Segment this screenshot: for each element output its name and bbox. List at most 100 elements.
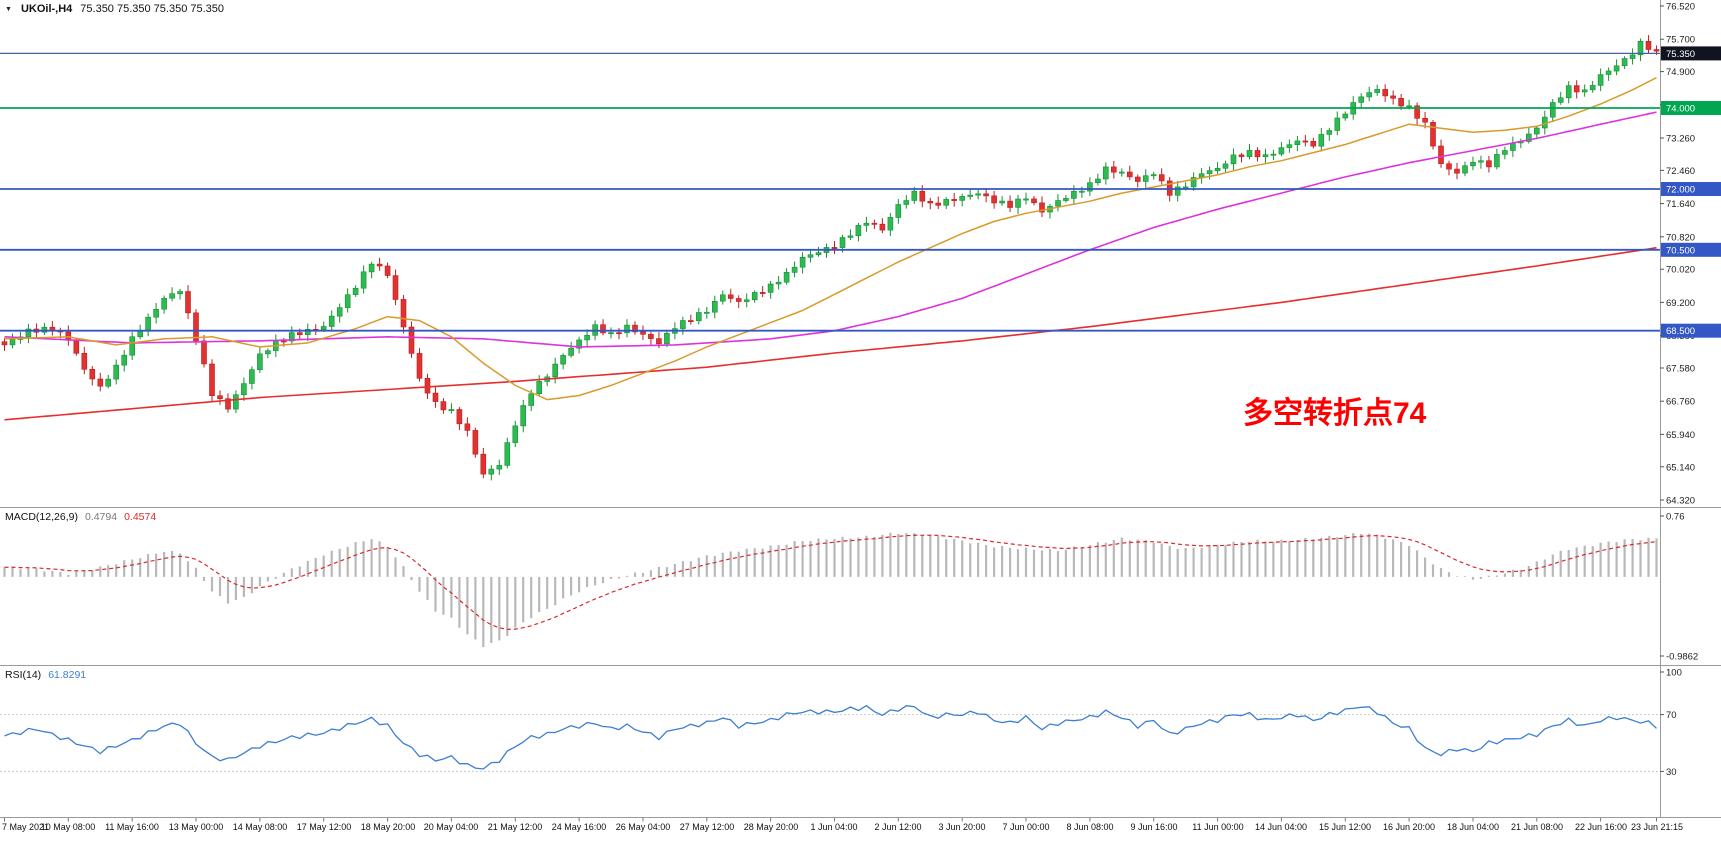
candle-body [113,364,119,380]
candle-body [648,333,654,339]
time-axis-label: 20 May 04:00 [423,822,479,832]
candle-body [1462,165,1468,174]
candle-body [863,222,870,226]
time-axis-label: 27 May 12:00 [679,822,735,832]
axis-tick-label: 67.580 [1666,364,1695,375]
candle-body [911,190,918,201]
candle-body [767,283,774,293]
axis-tick-label: 0.76 [1666,512,1685,523]
candle-body [1534,127,1540,135]
candle-body [464,423,471,431]
axis-tick-label: 73.260 [1666,134,1695,145]
candle-body [328,315,335,327]
candle-body [727,294,734,299]
time-axis-label: 21 Jun 08:00 [1510,822,1564,832]
candle-body [1294,140,1301,145]
candle-body [233,394,239,410]
candle-body [1111,166,1117,173]
candle-body [1398,98,1404,107]
candle-body [624,324,630,334]
axis-tick-label: 30 [1666,767,1677,778]
candle-body [584,334,590,341]
candle-body [448,409,455,412]
time-axis-label: 18 Jun 04:00 [1446,822,1500,832]
candle-body [1605,70,1612,75]
candle-body [1158,174,1165,182]
candle-body [552,363,559,378]
candle-body [1278,147,1285,155]
candle-body [1621,58,1628,66]
candle-body [759,292,766,294]
candle-body [360,271,367,289]
candle-body [1446,163,1452,170]
time-axis-label: 8 Jun 08:00 [1066,822,1114,832]
axis-tick-label: 65.140 [1666,462,1695,473]
candle-body [999,200,1005,204]
ohlc-values: 75.350 75.350 75.350 75.350 [80,3,225,15]
candle-body [608,332,614,335]
candle-body [656,338,662,345]
candle-body [536,381,543,394]
axis-tick-label: 69.200 [1666,298,1695,309]
candle-body [1326,130,1333,135]
candle-body [1262,154,1269,158]
candle-body [504,442,511,466]
candle-body [847,235,854,238]
time-axis-label: 9 Jun 16:00 [1130,822,1178,832]
price-lines[interactable] [0,52,1660,332]
candle-body [25,328,32,338]
candle-body [1414,105,1420,119]
candle-body [1318,134,1325,147]
candle-body [344,294,351,308]
candle-body [560,355,566,365]
macd-histogram [3,532,1658,648]
candle-body [1254,150,1261,158]
time-axis[interactable]: 7 May 2021 10 May 08:00 11 May 16:00 13 May… [0,818,1721,841]
candle-body [1031,198,1037,204]
candle-body [751,292,758,301]
candle-body [336,307,343,317]
time-axis-label: 7 Jun 00:00 [1002,822,1050,832]
candle-body [424,377,431,394]
candle-body [879,223,886,231]
candle-body [1454,168,1460,174]
axis-tick-label: 70 [1666,710,1677,721]
time-axis-label: 21 May 12:00 [487,822,543,832]
symbol-marker-icon: ▼ [5,5,12,13]
candle-body [895,204,902,218]
candle-body [791,266,798,273]
ma-fast-orange-line [4,77,1657,401]
candle-body [241,383,247,396]
candle-body [1055,200,1061,207]
candle-body [1382,89,1388,97]
price-scale[interactable]: 76.52075.70074.90074.08073.26072.46071.6… [1660,2,1721,778]
candle-body [1565,85,1572,99]
candle-body [1629,54,1636,59]
symbol-period-label: UKOil-,H4 [20,3,73,15]
chart-annotation-text[interactable]: 多空转折点74 [1243,397,1427,430]
candle-body [975,193,981,196]
candle-body [177,291,183,295]
candle-body [775,281,782,285]
candle-body [169,293,175,299]
candle-body [400,299,407,328]
candle-body [512,425,519,443]
macd-indicator-label: MACD(12,26,9) 0.4794 0.4574 [5,511,156,523]
candle-body [496,465,503,470]
candle-body [153,308,159,318]
candle-body [1470,162,1476,167]
macd-main-value: 0.4794 [84,511,118,523]
candle-body [265,350,271,355]
candle-body [528,393,535,406]
candle-body [1637,40,1644,56]
macd-name: MACD(12,26,9) [5,511,78,523]
time-axis-label: 28 May 20:00 [743,822,799,832]
candle-body [1087,182,1093,192]
time-axis-label: 24 May 16:00 [551,822,607,832]
candle-body [687,320,694,323]
rsi-indicator-label: RSI(14) 61.8291 [5,669,86,681]
time-axis-label: 15 Jun 12:00 [1318,822,1372,832]
price-label-text: 72.000 [1666,185,1695,196]
candle-body [1310,141,1317,147]
